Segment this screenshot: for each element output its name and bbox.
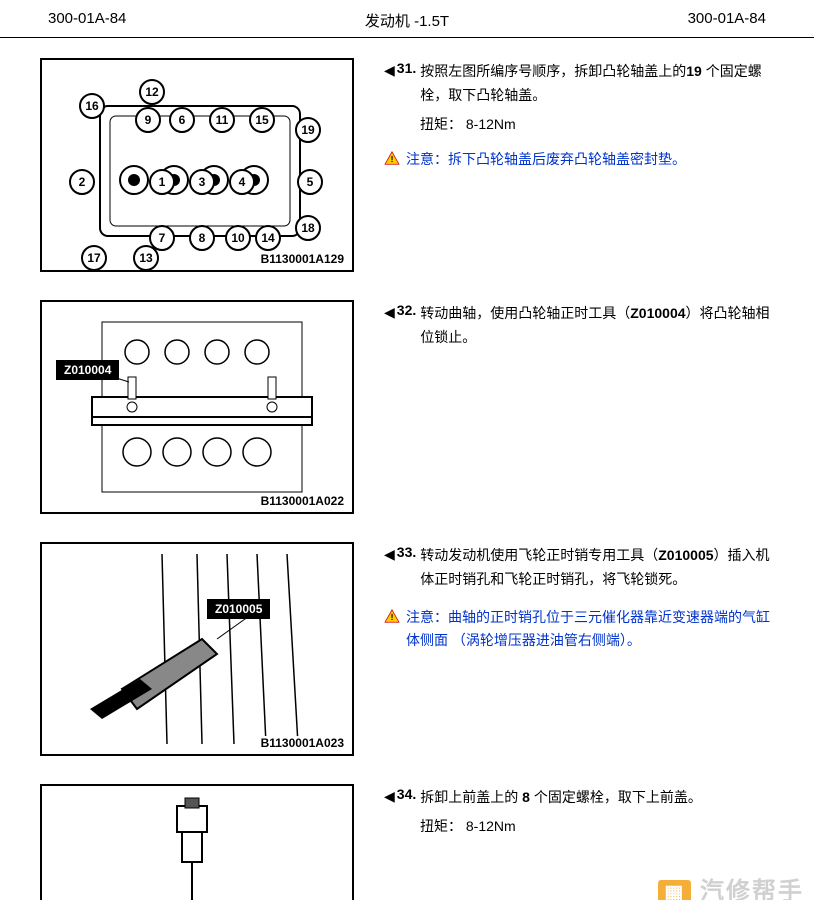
step-text-b: 个固定螺栓，取下上前盖。 <box>534 789 702 805</box>
bolt-callout-4: 4 <box>229 169 255 195</box>
step-31-text: ◀ 31. 按照左图所编序号顺序，拆卸凸轮轴盖上的19 个固定螺栓，取下凸轮轴盖… <box>384 58 774 171</box>
step-32-text: ◀ 32. 转动曲轴，使用凸轮轴正时工具（Z010004）将凸轮轴相位锁止。 <box>384 300 774 350</box>
bolt-callout-10: 10 <box>225 225 251 251</box>
step-31-row: 12345678910111213141516171819 B1130001A1… <box>40 58 774 272</box>
front-cover-diagram <box>42 786 352 900</box>
warning-text: 注意：曲轴的正时销孔位于三元催化器靠近变速器端的气缸体侧面 （涡轮增压器进油管右… <box>406 606 774 654</box>
figure-code: B1130001A022 <box>259 494 346 508</box>
page: 300-01A-84 发动机 -1.5T 300-01A-84 <box>0 0 814 900</box>
svg-text:!: ! <box>391 611 394 621</box>
bolt-count: 8 <box>522 789 534 805</box>
warning-icon: ! <box>384 609 400 623</box>
torque-line: 扭矩： 8-12Nm <box>420 816 774 836</box>
step-number: 32. <box>397 302 416 318</box>
warn-label: 注意： <box>406 609 448 625</box>
bolt-callout-9: 9 <box>135 107 161 133</box>
warn-label: 注意： <box>406 151 448 167</box>
warning-33: ! 注意：曲轴的正时销孔位于三元催化器靠近变速器端的气缸体侧面 （涡轮增压器进油… <box>384 606 774 654</box>
tool-code: Z010005 <box>658 547 713 563</box>
step-33-text: ◀ 33. 转动发动机使用飞轮正时销专用工具（Z010005）插入机体正时销孔和… <box>384 542 774 653</box>
bolt-callout-2: 2 <box>69 169 95 195</box>
header-left: 300-01A-84 <box>48 10 126 31</box>
bolt-callout-13: 13 <box>133 245 159 271</box>
warning-icon: ! <box>384 151 400 165</box>
warn-body: 曲轴的正时销孔位于三元催化器靠近变速器端的气缸体侧面 （涡轮增压器进油管右侧端）… <box>406 609 770 649</box>
warning-31: ! 注意：拆下凸轮轴盖后废弃凸轮轴盖密封垫。 <box>384 148 774 172</box>
figure-code: B1130001A129 <box>259 252 346 266</box>
tool-code: Z010004 <box>630 305 685 321</box>
page-header: 300-01A-84 发动机 -1.5T 300-01A-84 <box>0 0 814 38</box>
step-text-a: 按照左图所编序号顺序，拆卸凸轮轴盖上的 <box>420 63 686 79</box>
step-34-text: ◀ 34. 拆卸上前盖上的 8 个固定螺栓，取下上前盖。 扭矩： 8-12Nm <box>384 784 774 836</box>
step-33-row: Z010005 B1130001A023 ◀ 33. 转动发动机使用飞轮正时销专… <box>40 542 774 756</box>
triangle-marker: ◀ <box>384 60 395 81</box>
step-body: 转动发动机使用飞轮正时销专用工具（Z010005）插入机体正时销孔和飞轮正时销孔… <box>420 544 774 592</box>
step-32-row: Z010004 B1130001A022 ◀ 32. 转动曲轴，使用凸轮轴正时工… <box>40 300 774 514</box>
bolt-callout-18: 18 <box>295 215 321 241</box>
triangle-marker: ◀ <box>384 544 395 565</box>
triangle-marker: ◀ <box>384 786 395 807</box>
figure-31: 12345678910111213141516171819 B1130001A1… <box>40 58 354 272</box>
bolt-callout-19: 19 <box>295 117 321 143</box>
flywheel-pin-diagram <box>42 544 352 754</box>
warning-text: 注意：拆下凸轮轴盖后废弃凸轮轴盖密封垫。 <box>406 148 686 172</box>
step-body: 拆卸上前盖上的 8 个固定螺栓，取下上前盖。 <box>420 786 702 810</box>
watermark-text: 汽修帮手 <box>700 878 804 900</box>
bolt-callout-12: 12 <box>139 79 165 105</box>
bolt-callout-5: 5 <box>297 169 323 195</box>
figure-33: Z010005 B1130001A023 <box>40 542 354 756</box>
step-number: 34. <box>397 786 416 802</box>
bolt-callout-6: 6 <box>169 107 195 133</box>
torque-line: 扭矩： 8-12Nm <box>420 114 774 134</box>
bolt-callout-15: 15 <box>249 107 275 133</box>
step-body: 按照左图所编序号顺序，拆卸凸轮轴盖上的19 个固定螺栓，取下凸轮轴盖。 <box>420 60 774 108</box>
bolt-callout-8: 8 <box>189 225 215 251</box>
step-text-a: 转动曲轴，使用凸轮轴正时工具（ <box>420 305 630 321</box>
torque-value: 8-12Nm <box>466 818 516 834</box>
figure-32: Z010004 B1130001A022 <box>40 300 354 514</box>
figure-34 <box>40 784 354 900</box>
header-center: 发动机 -1.5T <box>365 10 449 31</box>
watermark: ▦ 汽修帮手 <box>658 871 804 900</box>
step-number: 33. <box>397 544 416 560</box>
content-area: 12345678910111213141516171819 B1130001A1… <box>0 38 814 900</box>
camshaft-tool-diagram <box>42 302 352 512</box>
step-text-a: 拆卸上前盖上的 <box>420 789 522 805</box>
tool-label-32: Z010004 <box>56 360 119 380</box>
step-number: 31. <box>397 60 416 76</box>
torque-label: 扭矩： <box>420 818 462 834</box>
step-text-a: 转动发动机使用飞轮正时销专用工具（ <box>420 547 658 563</box>
warn-body: 拆下凸轮轴盖后废弃凸轮轴盖密封垫。 <box>448 151 686 167</box>
tool-label-33: Z010005 <box>207 599 270 619</box>
bolt-callout-17: 17 <box>81 245 107 271</box>
figure-code: B1130001A023 <box>259 736 346 750</box>
svg-text:!: ! <box>391 153 394 163</box>
bolt-callout-14: 14 <box>255 225 281 251</box>
step-body: 转动曲轴，使用凸轮轴正时工具（Z010004）将凸轮轴相位锁止。 <box>420 302 774 350</box>
torque-label: 扭矩： <box>420 116 462 132</box>
bolt-callout-1: 1 <box>149 169 175 195</box>
bolt-callout-16: 16 <box>79 93 105 119</box>
bolt-callout-11: 11 <box>209 107 235 133</box>
bolt-count: 19 <box>686 63 705 79</box>
torque-value: 8-12Nm <box>466 116 516 132</box>
header-right: 300-01A-84 <box>688 10 766 31</box>
bolt-callout-3: 3 <box>189 169 215 195</box>
triangle-marker: ◀ <box>384 302 395 323</box>
